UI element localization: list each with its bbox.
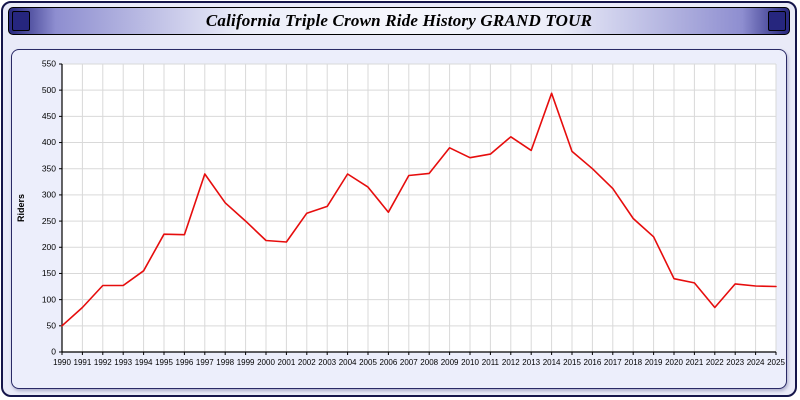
svg-text:2008: 2008 (420, 358, 438, 367)
svg-text:2007: 2007 (400, 358, 418, 367)
svg-text:1999: 1999 (237, 358, 255, 367)
svg-text:2022: 2022 (706, 358, 724, 367)
svg-text:2006: 2006 (380, 358, 398, 367)
svg-text:250: 250 (42, 216, 56, 226)
svg-text:2025: 2025 (767, 358, 785, 367)
titlebar-left-cap (12, 11, 30, 31)
svg-text:2004: 2004 (339, 358, 357, 367)
svg-text:1997: 1997 (196, 358, 214, 367)
svg-text:2010: 2010 (461, 358, 479, 367)
svg-text:1995: 1995 (155, 358, 173, 367)
svg-text:2017: 2017 (604, 358, 622, 367)
svg-text:2002: 2002 (298, 358, 316, 367)
page-title: California Triple Crown Ride History GRA… (205, 11, 593, 30)
svg-text:1996: 1996 (176, 358, 194, 367)
svg-text:2014: 2014 (543, 358, 561, 367)
svg-text:2005: 2005 (359, 358, 377, 367)
svg-text:0: 0 (51, 347, 56, 357)
svg-text:2001: 2001 (278, 358, 296, 367)
svg-text:500: 500 (42, 85, 56, 95)
svg-text:350: 350 (42, 163, 56, 173)
svg-text:2003: 2003 (318, 358, 336, 367)
svg-text:2000: 2000 (257, 358, 275, 367)
svg-text:2011: 2011 (482, 358, 500, 367)
svg-text:50: 50 (47, 321, 57, 331)
svg-text:150: 150 (42, 268, 56, 278)
svg-text:550: 550 (42, 59, 56, 69)
svg-text:Riders: Riders (16, 194, 26, 222)
svg-text:300: 300 (42, 190, 56, 200)
chart-panel: 0 50 100 150 200 250 300 350 400 450 500 550 1990 199… (11, 49, 787, 389)
titlebar-right-cap (768, 11, 786, 31)
svg-text:1994: 1994 (135, 358, 153, 367)
svg-text:1992: 1992 (94, 358, 112, 367)
svg-text:450: 450 (42, 111, 56, 121)
chart-title-bar: California Triple Crown Ride History GRA… (8, 7, 790, 35)
svg-text:2020: 2020 (665, 358, 683, 367)
svg-text:1993: 1993 (114, 358, 132, 367)
svg-text:2024: 2024 (747, 358, 765, 367)
svg-text:2015: 2015 (563, 358, 581, 367)
svg-text:1998: 1998 (216, 358, 234, 367)
svg-text:2012: 2012 (502, 358, 520, 367)
svg-text:2021: 2021 (686, 358, 704, 367)
svg-text:2023: 2023 (726, 358, 744, 367)
svg-text:400: 400 (42, 137, 56, 147)
svg-text:2018: 2018 (624, 358, 642, 367)
svg-text:1991: 1991 (74, 358, 92, 367)
svg-text:100: 100 (42, 294, 56, 304)
svg-text:2016: 2016 (584, 358, 602, 367)
svg-text:200: 200 (42, 242, 56, 252)
svg-text:2013: 2013 (522, 358, 540, 367)
svg-text:1990: 1990 (53, 358, 71, 367)
svg-text:2019: 2019 (645, 358, 663, 367)
svg-text:2009: 2009 (441, 358, 459, 367)
